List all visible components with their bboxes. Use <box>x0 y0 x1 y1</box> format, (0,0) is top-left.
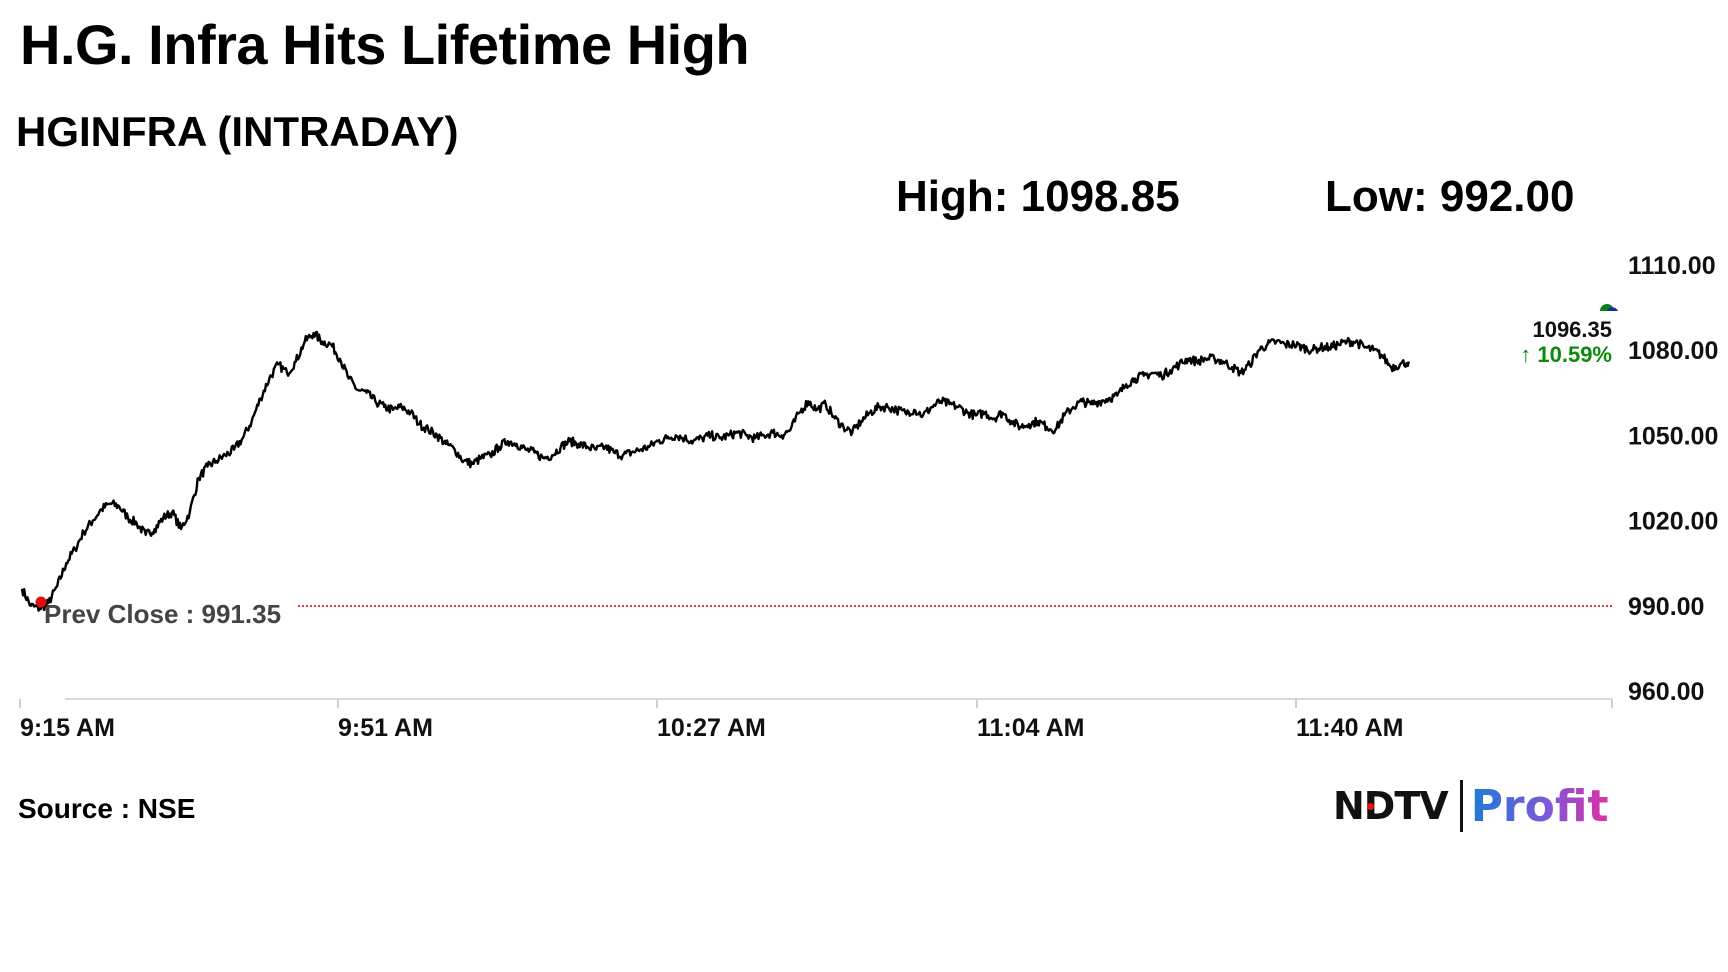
x-tick-label: 9:51 AM <box>338 714 433 742</box>
x-tick-label: 9:15 AM <box>20 714 115 742</box>
y-tick-label: 1020.00 <box>1628 508 1718 536</box>
low-value: Low: 992.00 <box>1325 172 1575 221</box>
price-line <box>20 330 1410 612</box>
high-value: High: 1098.85 <box>896 172 1180 221</box>
y-tick-label: 990.00 <box>1628 593 1704 621</box>
change-percent-label: ↑ 10.59% <box>1520 342 1612 367</box>
y-tick-label: 1050.00 <box>1628 422 1718 450</box>
y-tick-label: 1110.00 <box>1628 252 1716 280</box>
prev-close-label: Prev Close : 991.35 <box>44 599 281 629</box>
y-tick-label: 960.00 <box>1628 678 1704 706</box>
ndtv-profit-logo: NDTV Profit <box>1333 778 1609 834</box>
logo-profit: Profit <box>1470 780 1609 832</box>
live-marker-blue <box>1607 307 1618 311</box>
y-tick-label: 1080.00 <box>1628 337 1718 365</box>
logo-red-dot <box>1367 803 1374 810</box>
x-tick-label: 10:27 AM <box>657 714 766 742</box>
chart-marks: Prev Close : 991.35 1096.35↑ 10.59% <box>20 304 1618 629</box>
logo-divider <box>1459 780 1463 832</box>
prev-close-marker <box>35 596 47 608</box>
chart-subtitle: HGINFRA (INTRADAY) <box>16 108 459 155</box>
intraday-line-chart: 9:15 AM 9:51 AM 10:27 AM 11:04 AM 11:40 AM 11… <box>19 252 1718 742</box>
source-note: Source : NSE <box>18 793 196 824</box>
logo-ndtv: NDTV <box>1333 784 1449 828</box>
axes: 9:15 AM 9:51 AM 10:27 AM 11:04 AM 11:40 AM 11… <box>19 252 1718 742</box>
x-tick-label: 11:04 AM <box>977 714 1084 742</box>
page-title: H.G. Infra Hits Lifetime High <box>20 13 750 76</box>
x-tick-label: 11:40 AM <box>1296 714 1403 742</box>
last-price-label: 1096.35 <box>1532 317 1612 342</box>
